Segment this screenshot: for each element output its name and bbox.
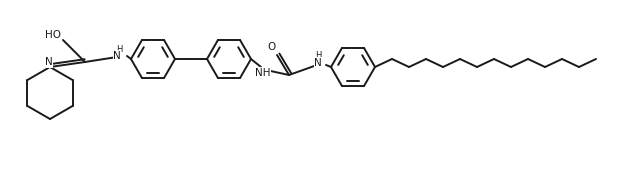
- Text: N: N: [45, 57, 53, 67]
- Text: HO: HO: [45, 30, 61, 40]
- Text: N: N: [113, 51, 121, 61]
- Text: N: N: [314, 58, 322, 68]
- Text: O: O: [268, 42, 276, 52]
- Text: O: O: [268, 42, 276, 52]
- Text: N: N: [113, 51, 121, 61]
- Text: NH: NH: [255, 68, 271, 78]
- Text: H: H: [116, 44, 122, 54]
- Text: HO: HO: [45, 30, 61, 40]
- Text: NH: NH: [255, 68, 271, 78]
- Text: H: H: [116, 46, 122, 54]
- Text: N: N: [45, 57, 53, 67]
- Text: H: H: [315, 51, 321, 61]
- Text: N: N: [314, 58, 322, 68]
- Text: H: H: [315, 51, 321, 61]
